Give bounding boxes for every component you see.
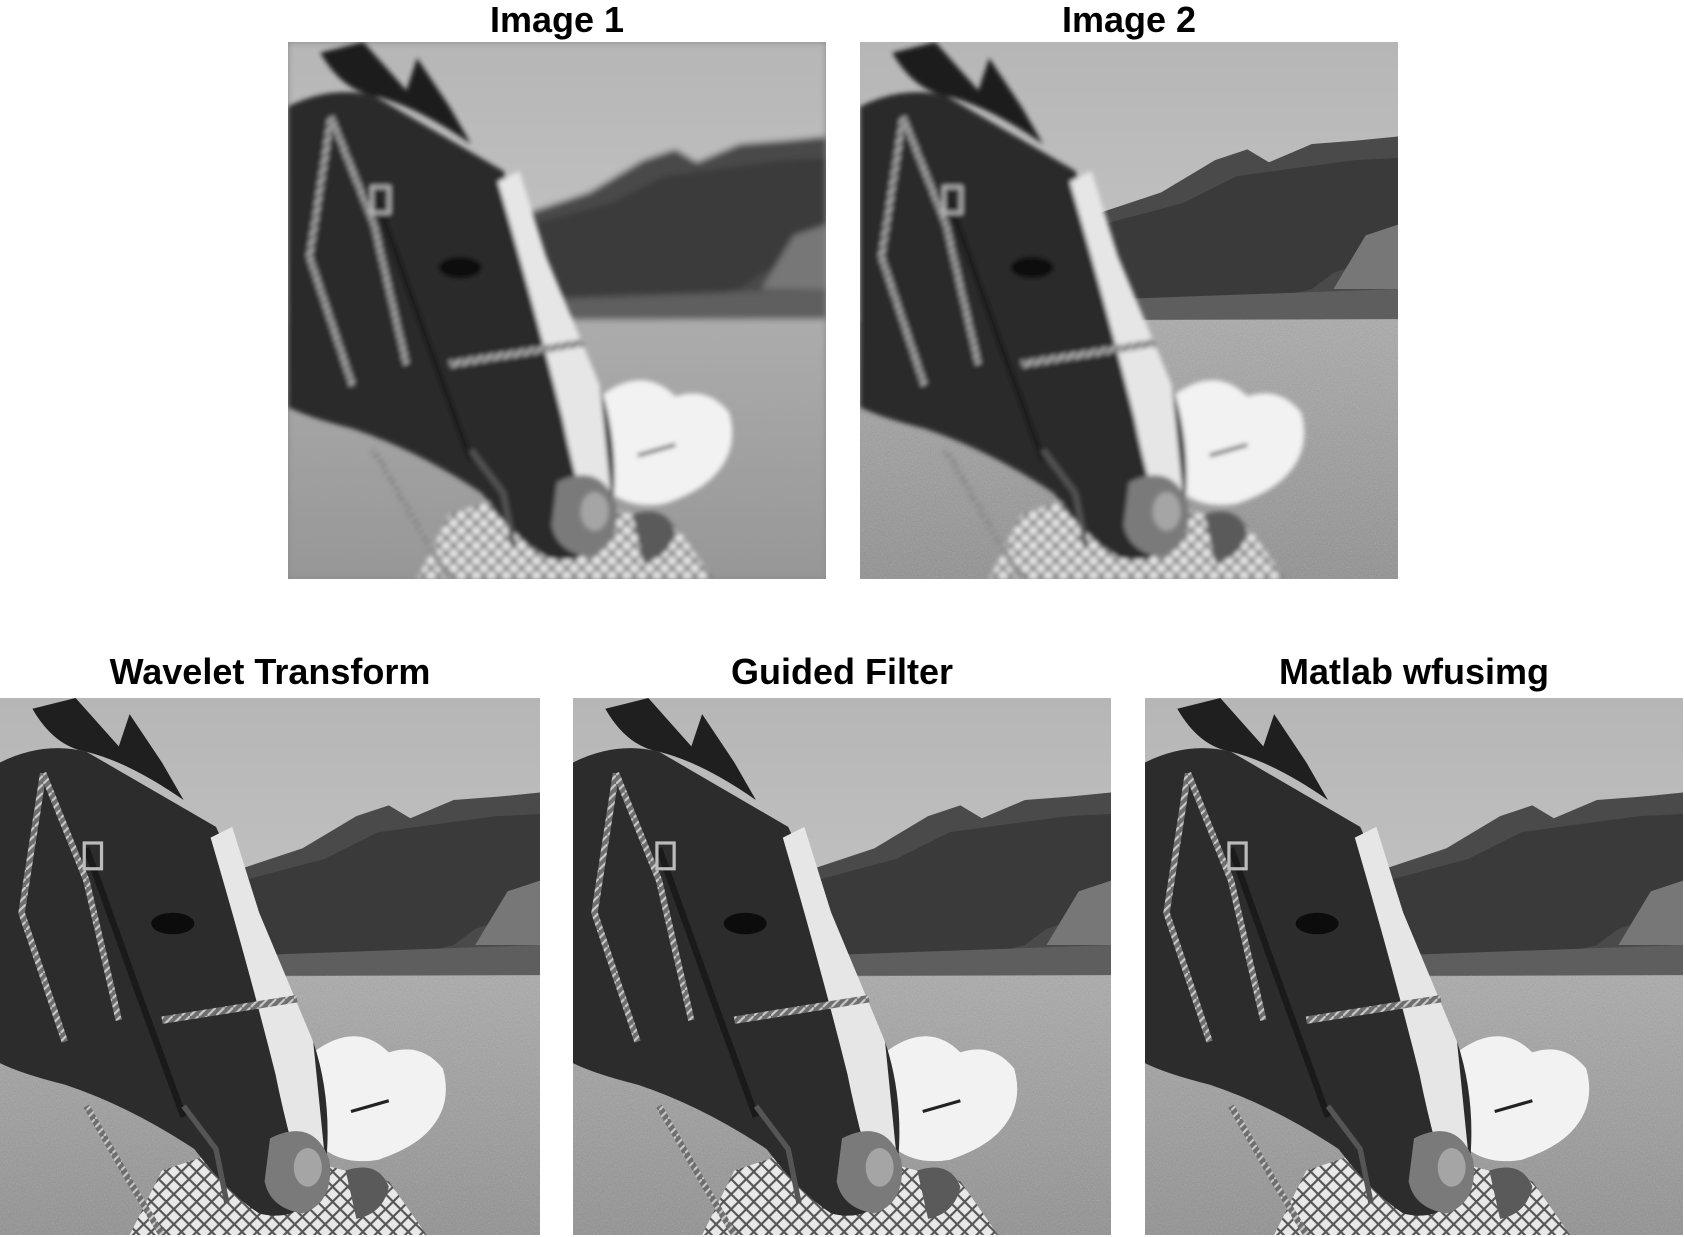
- horse-photo-fused: [573, 698, 1111, 1235]
- panel-title: Wavelet Transform: [109, 651, 431, 692]
- panel-image-1: Image 1: [288, 0, 826, 580]
- horse-photo-blurred: [288, 42, 826, 579]
- panel-guided-filter: Guided Filter: [573, 652, 1111, 1237]
- panel-title: Matlab wfusimg: [1278, 651, 1550, 692]
- horse-photo-fused: [0, 698, 540, 1235]
- horse-photo-fused: [1145, 698, 1683, 1235]
- horse-photo-svg: [1145, 698, 1683, 1235]
- panel-wavelet-transform: Wavelet Transform: [0, 652, 540, 1237]
- panel-image-2: Image 2: [860, 0, 1398, 580]
- horse-photo-svg: [288, 42, 826, 579]
- horse-photo-sharp: [860, 42, 1398, 579]
- horse-photo-svg: [860, 42, 1398, 579]
- horse-photo-svg: [573, 698, 1111, 1235]
- panel-title: Guided Filter: [730, 651, 953, 692]
- horse-photo-svg: [0, 698, 540, 1235]
- panel-title: Image 1: [489, 0, 625, 40]
- panel-matlab-wfusimg: Matlab wfusimg: [1145, 652, 1683, 1237]
- panel-title: Image 2: [1061, 0, 1197, 40]
